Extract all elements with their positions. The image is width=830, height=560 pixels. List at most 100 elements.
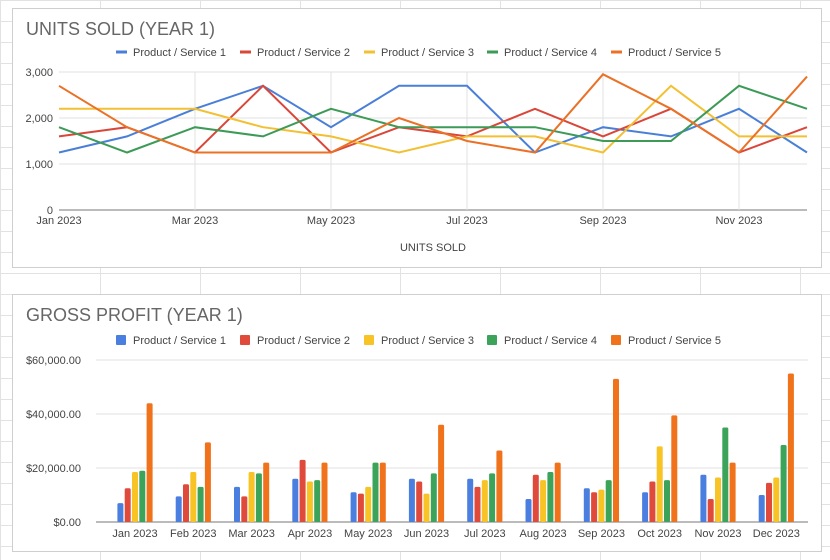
x-tick-label: Feb 2023: [170, 528, 216, 540]
bar: [481, 480, 488, 522]
y-tick-label: 3,000: [25, 67, 53, 79]
series-line: [58, 73, 808, 154]
bar: [183, 484, 189, 522]
legend-label: Product / Service 4: [504, 47, 597, 59]
legend-swatch: [116, 335, 126, 345]
legend-label: Product / Service 1: [133, 47, 226, 59]
units-sold-plot: Product / Service 1 Product / Service 2 Pr…: [25, 47, 808, 254]
x-tick-label: Jul 2023: [464, 528, 506, 540]
bar: [729, 462, 736, 522]
bar: [664, 480, 670, 522]
bar: [365, 486, 372, 522]
bar: [780, 445, 787, 522]
bar: [642, 492, 649, 522]
bar: [248, 472, 255, 522]
x-tick-label: Sep 2023: [578, 528, 625, 540]
legend-label: Product / Service 2: [257, 335, 350, 347]
bar: [715, 477, 721, 522]
bar: [234, 486, 240, 522]
bar: [656, 446, 663, 522]
bar: [525, 499, 532, 522]
y-tick-label: 1,000: [25, 159, 53, 171]
bar: [357, 493, 364, 522]
bar: [190, 472, 197, 522]
x-tick-label: Jun 2023: [404, 528, 449, 540]
y-tick-label: $20,000.00: [26, 463, 81, 475]
legend-label: Product / Service 1: [133, 335, 226, 347]
bar: [255, 473, 262, 522]
legend-label: Product / Service 5: [628, 335, 721, 347]
gross-profit-chart[interactable]: GROSS PROFIT (YEAR 1) Product / Service …: [12, 294, 822, 552]
x-tick-label: Nov 2023: [715, 215, 762, 227]
x-axis-title: UNITS SOLD: [400, 242, 466, 254]
bar: [540, 480, 547, 522]
x-tick-label: Mar 2023: [172, 215, 218, 227]
legend-label: Product / Service 4: [504, 335, 597, 347]
bar: [613, 378, 619, 522]
bar: [649, 481, 656, 522]
bar: [423, 493, 430, 522]
x-tick-label: Oct 2023: [637, 528, 682, 540]
y-tick-label: $0.00: [53, 517, 81, 529]
x-tick-label: Apr 2023: [288, 528, 333, 540]
bar: [117, 503, 124, 522]
legend-swatch: [364, 335, 374, 345]
bar: [438, 424, 445, 522]
bar: [707, 499, 714, 522]
bar: [175, 496, 182, 522]
x-tick-label: Nov 2023: [694, 528, 741, 540]
series-line: [58, 84, 808, 154]
x-tick-label: Dec 2023: [753, 528, 800, 540]
bar: [554, 462, 561, 522]
bar: [321, 462, 328, 522]
bar: [430, 473, 437, 522]
y-tick-label: 0: [47, 205, 53, 217]
y-tick-label: $40,000.00: [26, 409, 81, 421]
legend-swatch: [611, 335, 621, 345]
gross-profit-plot: Product / Service 1 Product / Service 2 Pr…: [26, 335, 808, 540]
bar: [379, 462, 386, 522]
y-tick-label: $60,000.00: [26, 355, 81, 367]
bar: [787, 373, 794, 522]
bar: [700, 474, 707, 522]
legend-swatch: [240, 335, 250, 345]
legend-label: Product / Service 3: [381, 335, 474, 347]
bar: [350, 492, 357, 522]
bar: [766, 482, 772, 522]
bar: [306, 481, 313, 522]
bar: [547, 472, 554, 522]
x-tick-label: Jan 2023: [112, 528, 157, 540]
chart-title: GROSS PROFIT (YEAR 1): [26, 305, 243, 325]
chart-title: UNITS SOLD (YEAR 1): [26, 19, 216, 39]
bar: [489, 473, 496, 522]
bar: [292, 478, 299, 522]
bar: [496, 450, 503, 522]
bar: [408, 478, 415, 522]
bar: [722, 427, 729, 522]
bar: [132, 472, 138, 522]
legend-label: Product / Service 3: [381, 47, 474, 59]
bar: [299, 459, 306, 522]
x-tick-label: Mar 2023: [228, 528, 274, 540]
bar: [671, 415, 678, 522]
bar: [591, 492, 598, 522]
bar: [146, 403, 153, 522]
bar: [314, 480, 321, 522]
x-tick-label: Jan 2023: [36, 215, 81, 227]
x-tick-label: May 2023: [307, 215, 355, 227]
series-line: [58, 84, 808, 154]
bar: [474, 486, 481, 522]
bar: [204, 442, 211, 522]
x-tick-label: Jul 2023: [446, 215, 488, 227]
x-tick-label: Aug 2023: [520, 528, 567, 540]
x-tick-label: May 2023: [344, 528, 392, 540]
bar: [139, 470, 146, 522]
x-tick-label: Sep 2023: [579, 215, 626, 227]
bar: [241, 496, 248, 522]
bar: [758, 495, 765, 522]
bar: [263, 462, 270, 522]
series-line: [59, 84, 807, 154]
bar: [197, 486, 204, 522]
y-tick-label: 2,000: [25, 113, 53, 125]
